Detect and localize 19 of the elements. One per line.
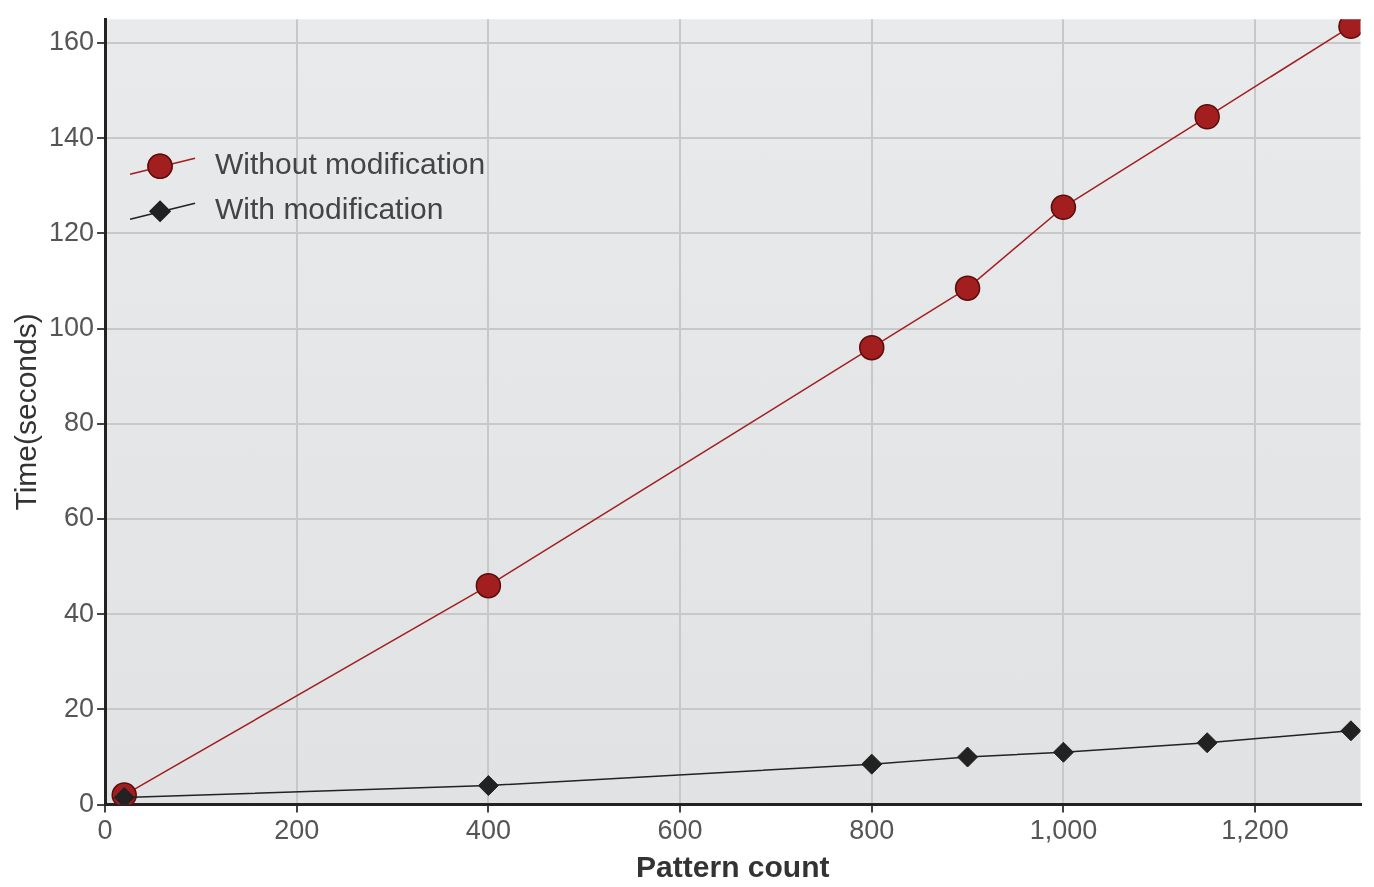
x-tick-label: 600 [657,815,703,846]
legend-label: Without modification [215,147,486,181]
legend-label: With modification [215,192,444,226]
y-tick-label: 100 [48,312,95,343]
x-tick-label: 400 [465,815,511,846]
y-tick-label: 20 [64,692,95,723]
x-tick-label: 800 [849,815,895,846]
y-tick-label: 0 [79,788,95,819]
y-tick-label: 60 [64,502,95,533]
x-tick-label: 1,200 [1221,815,1289,846]
y-tick-label: 160 [48,26,95,57]
y-tick-label: 40 [64,597,95,628]
y-tick-label: 140 [48,121,95,152]
x-tick-label: 1,000 [1029,815,1098,846]
x-axis-title: Pattern count [636,850,830,884]
y-tick-label: 80 [64,407,95,438]
y-axis-title: Time(seconds) [9,313,43,511]
y-tick-label: 120 [48,216,95,247]
x-tick-label: 200 [274,815,320,846]
